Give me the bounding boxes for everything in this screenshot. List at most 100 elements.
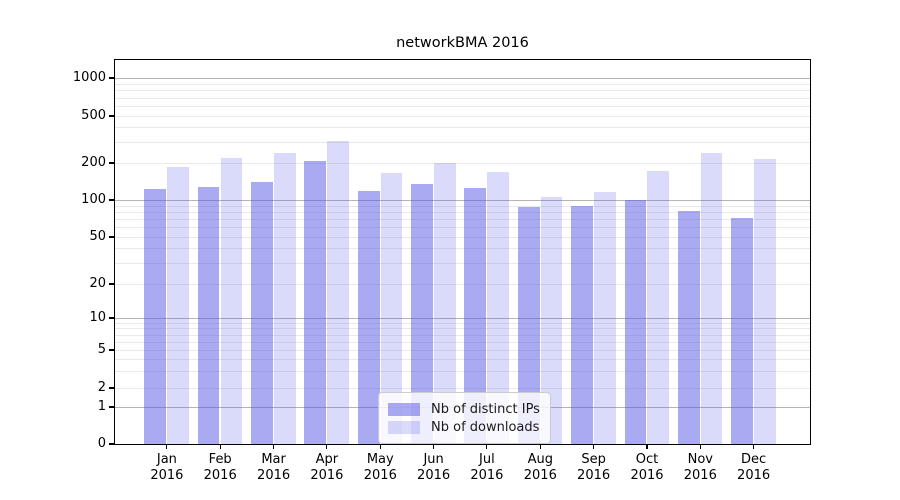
- grid-line-major: [115, 318, 810, 319]
- grid-line-minor: [115, 211, 810, 213]
- bar-downloads: [700, 152, 723, 444]
- x-tick-year: 2016: [683, 468, 717, 483]
- x-tick-year: 2016: [417, 468, 451, 483]
- x-tick-mark: [326, 444, 328, 449]
- grid-line-minor: [115, 142, 810, 144]
- bar-downloads: [380, 173, 403, 444]
- x-tick-label: Oct 2016: [615, 452, 679, 484]
- y-tick-mark: [109, 443, 114, 445]
- grid-line-major: [115, 200, 810, 201]
- x-tick-month: Oct: [635, 452, 659, 467]
- grid-line-minor: [115, 205, 810, 207]
- bar-distinct-ips: [624, 200, 647, 444]
- x-tick-mark: [486, 444, 488, 449]
- y-tick-label: 50: [89, 229, 106, 244]
- grid-line-minor: [115, 359, 810, 361]
- bar-distinct-ips: [357, 191, 380, 444]
- y-tick-label: 10: [89, 310, 106, 325]
- grid-line-minor: [115, 334, 810, 336]
- y-tick-mark: [109, 406, 114, 408]
- bar-distinct-ips: [251, 182, 273, 444]
- legend-label-distinct-ips: Nb of distinct IPs: [431, 401, 540, 417]
- legend-row-distinct-ips: Nb of distinct IPs: [388, 401, 540, 417]
- x-tick-year: 2016: [523, 468, 557, 483]
- y-tick-mark: [109, 77, 114, 79]
- x-tick-label: Apr 2016: [295, 452, 359, 484]
- x-tick-year: 2016: [150, 468, 184, 483]
- legend-swatch-downloads: [388, 420, 420, 434]
- grid-line-minor: [115, 248, 810, 250]
- grid-line-minor: [115, 263, 810, 265]
- bar-distinct-ips: [197, 186, 220, 444]
- bar-downloads: [220, 158, 243, 444]
- x-tick-mark: [433, 444, 435, 449]
- x-tick-month: Feb: [208, 452, 232, 467]
- bar-distinct-ips: [677, 210, 700, 444]
- x-tick-year: 2016: [363, 468, 397, 483]
- x-tick-year: 2016: [203, 468, 237, 483]
- x-tick-label: Jul 2016: [455, 452, 519, 484]
- x-tick-year: 2016: [310, 468, 344, 483]
- x-tick-label: Feb 2016: [188, 452, 252, 484]
- y-tick-label: 200: [81, 155, 106, 170]
- x-tick-mark: [699, 444, 701, 449]
- x-tick-month: Jun: [423, 452, 444, 467]
- bar-distinct-ips: [411, 184, 433, 444]
- y-tick-label: 0: [97, 436, 106, 451]
- x-tick-label: Nov 2016: [668, 452, 732, 484]
- x-tick-month: Aug: [527, 452, 553, 467]
- x-tick-label: Sep 2016: [562, 452, 626, 484]
- grid-line-minor: [115, 237, 810, 238]
- x-tick-month: Apr: [315, 452, 339, 467]
- bar-downloads: [327, 140, 349, 444]
- bar-distinct-ips: [464, 188, 487, 444]
- bar-distinct-ips: [144, 189, 167, 444]
- grid-line-minor: [115, 371, 810, 373]
- grid-line-minor: [115, 163, 810, 164]
- x-tick-month: May: [366, 452, 394, 467]
- grid-line-minor: [115, 127, 810, 129]
- bar-downloads: [167, 167, 189, 444]
- x-tick-label: Aug 2016: [508, 452, 572, 484]
- y-tick-label: 500: [81, 108, 106, 123]
- bar-downloads: [593, 191, 616, 444]
- x-tick-label: Mar 2016: [242, 452, 306, 484]
- grid-line-minor: [115, 388, 810, 389]
- x-tick-label: May 2016: [348, 452, 412, 484]
- grid-line-minor: [115, 106, 810, 107]
- x-tick-month: Dec: [741, 452, 767, 467]
- y-tick-mark: [109, 199, 114, 201]
- x-tick-year: 2016: [630, 468, 664, 483]
- grid-line-minor: [115, 219, 810, 220]
- y-tick-label: 5: [97, 342, 106, 357]
- bar-downloads: [487, 171, 509, 444]
- x-tick-label: Jan 2016: [135, 452, 199, 484]
- grid-line-minor: [115, 227, 810, 229]
- y-tick-mark: [109, 349, 114, 351]
- bar-distinct-ips: [517, 206, 540, 444]
- x-tick-year: 2016: [470, 468, 504, 483]
- grid-line-minor: [115, 284, 810, 285]
- bar-downloads: [753, 159, 776, 444]
- x-tick-mark: [593, 444, 595, 449]
- grid-line-minor: [115, 328, 810, 330]
- grid-line-minor: [115, 350, 810, 351]
- y-tick-label: 1000: [72, 70, 106, 85]
- x-tick-month: Nov: [687, 452, 713, 467]
- x-tick-month: Jul: [479, 452, 495, 467]
- x-tick-month: Sep: [581, 452, 606, 467]
- grid-line-minor: [115, 90, 810, 92]
- y-tick-label: 2: [97, 380, 106, 395]
- x-tick-label: Jun 2016: [402, 452, 466, 484]
- x-tick-mark: [646, 444, 648, 449]
- grid-line-minor: [115, 322, 810, 324]
- x-tick-mark: [539, 444, 541, 449]
- bar-distinct-ips: [304, 161, 327, 444]
- grid-line-minor: [115, 97, 810, 99]
- y-tick-mark: [109, 387, 114, 389]
- legend: Nb of distinct IPs Nb of downloads: [378, 392, 551, 444]
- x-tick-mark: [379, 444, 381, 449]
- x-tick-mark: [166, 444, 168, 449]
- x-tick-mark: [273, 444, 275, 449]
